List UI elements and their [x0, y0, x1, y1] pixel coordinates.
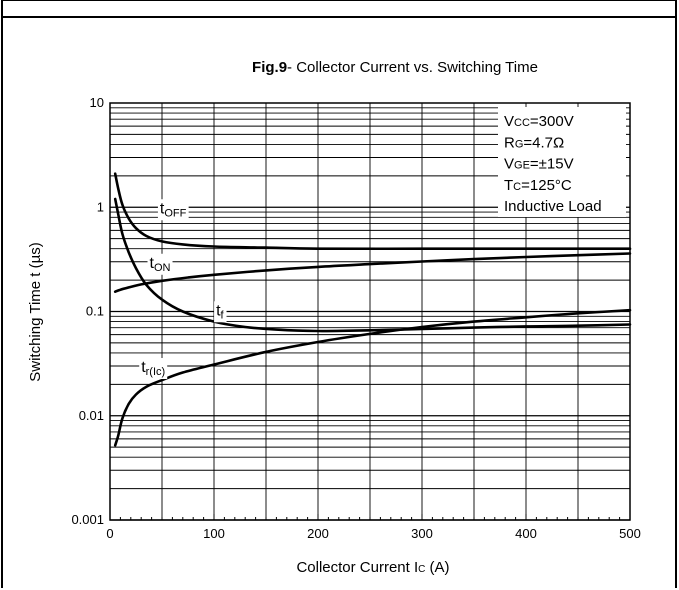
label-toff: tOFF	[157, 199, 189, 221]
curve-label-bg	[157, 199, 189, 221]
curve-label-bg	[139, 358, 168, 380]
x-axis-title-main: Collector Current I	[296, 559, 418, 576]
chart-title-text: - Collector Current vs. Switching Time	[287, 59, 538, 76]
condition-sub: GE	[514, 160, 530, 172]
curve-tr-ic	[113, 308, 632, 447]
condition-main: Inductive Load	[504, 198, 602, 215]
curve-label-main: t	[216, 302, 221, 319]
x-tick-label: 200	[307, 526, 329, 541]
y-tick-label: 0.001	[71, 512, 104, 527]
condition-value: =±15V	[530, 156, 574, 173]
x-tick-label: 500	[619, 526, 641, 541]
curve-label-bg	[147, 253, 173, 275]
chart-title: Fig.9- Collector Current vs. Switching T…	[252, 59, 538, 76]
condition-main: R	[504, 134, 515, 151]
x-tick-label: 0	[106, 526, 113, 541]
chart-title-fig: Fig.9	[252, 59, 287, 76]
plot-axes	[109, 102, 631, 521]
condition-line: Inductive Load	[504, 198, 602, 215]
x-tick-label: 400	[515, 526, 537, 541]
condition-sub: CC	[514, 117, 530, 129]
x-tick-label: 100	[203, 526, 225, 541]
curve-label-main: t	[160, 200, 165, 217]
conditions-background	[498, 107, 626, 217]
condition-value: =125°C	[521, 177, 572, 194]
curve-label-text: tr(Ic)	[141, 359, 165, 378]
y-tick-label: 1	[97, 199, 104, 214]
curve-label-text: tON	[150, 255, 171, 274]
test-conditions-box: VCC=300VRG=4.7ΩVGE=±15VTC=125°CInductive…	[498, 107, 626, 217]
curve-label-sub: ON	[154, 262, 171, 274]
curve-label-sub: f	[221, 309, 225, 321]
condition-main: T	[504, 177, 513, 194]
figure-top-rule	[1, 16, 677, 18]
condition-sub: C	[513, 181, 521, 193]
series-curves	[113, 172, 632, 447]
y-tick-label: 10	[90, 95, 104, 110]
curve-tf	[113, 197, 632, 333]
y-tick-label: 0.1	[86, 304, 104, 319]
curve-label-main: t	[141, 359, 146, 376]
y-axis-title: Switching Time t (µs)	[27, 242, 44, 382]
curve-label-main: t	[150, 255, 155, 272]
condition-line: RG=4.7Ω	[504, 134, 564, 151]
curve-label-bg	[214, 301, 227, 323]
curve-label-sub: OFF	[164, 207, 186, 219]
x-tick-label: 300	[411, 526, 433, 541]
curve-label-text: tOFF	[160, 200, 187, 219]
condition-main: V	[504, 113, 514, 130]
x-axis-title-unit: (A)	[425, 559, 449, 576]
x-axis-title: Collector Current IC (A)	[296, 559, 449, 576]
label-ton: tON	[147, 253, 173, 275]
curve-label-sub: r(Ic)	[146, 366, 166, 378]
curve-label-text: tf	[216, 302, 224, 321]
label-tr-ic: tr(Ic)	[139, 358, 168, 380]
condition-line: VCC=300V	[504, 113, 574, 130]
y-tick-label: 0.01	[79, 408, 104, 423]
condition-value: =300V	[530, 113, 574, 130]
curve-ton	[113, 252, 632, 293]
condition-value: =4.7Ω	[523, 134, 564, 151]
curve-toff	[113, 172, 632, 251]
condition-line: TC=125°C	[504, 177, 572, 194]
condition-sub: G	[515, 138, 524, 150]
x-axis-title-sub: C	[418, 564, 425, 575]
condition-main: V	[504, 156, 514, 173]
tick-labels: 0 100 200 300 400 500 0.001 0.01 0.1 1 10	[71, 95, 640, 541]
label-tf: tf	[214, 301, 227, 323]
condition-line: VGE=±15V	[504, 156, 574, 173]
